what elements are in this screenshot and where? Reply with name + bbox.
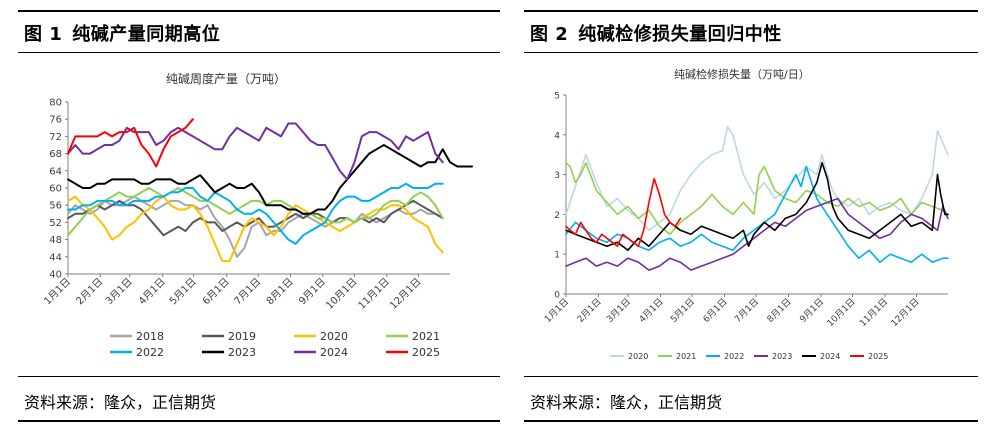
series-line-2020 bbox=[67, 195, 444, 263]
y-tick-label: 5 bbox=[554, 92, 560, 102]
x-tick-label: 9月1日 bbox=[296, 276, 328, 308]
series-line-2024 bbox=[565, 161, 949, 251]
legend-label: 2024 bbox=[820, 352, 840, 361]
legend-label: 2023 bbox=[228, 346, 256, 359]
figure-2-title: 图 2 纯碱检修损失量回归中性 bbox=[530, 20, 782, 46]
x-tick-label: 2月1日 bbox=[575, 296, 604, 325]
series-line-2022 bbox=[565, 165, 949, 263]
x-tick-label: 12月1日 bbox=[889, 296, 922, 329]
top-rule bbox=[18, 10, 500, 12]
chart-title: 纯碱检修损失量（万吨/日） bbox=[674, 68, 810, 81]
legend-label: 2021 bbox=[676, 352, 696, 361]
series-line-2021 bbox=[67, 187, 444, 237]
x-tick-label: 11月1日 bbox=[356, 276, 392, 312]
maintenance-loss-line-chart: 0 1 2 3 4 5 1月1日 2月1日 3月1日 4月1日 5月1日 6月1日 7月1日 8月1日 9月… bbox=[543, 92, 949, 361]
legend-label: 2022 bbox=[724, 352, 744, 361]
x-tick-label: 8月1日 bbox=[765, 296, 794, 325]
x-tick-label: 9月1日 bbox=[798, 296, 827, 325]
figure-number: 图 1 bbox=[24, 24, 63, 45]
y-tick-label: 80 bbox=[49, 98, 62, 109]
bottom-rule bbox=[18, 420, 500, 422]
top-rule bbox=[524, 10, 978, 12]
legend-label: 2025 bbox=[868, 352, 888, 361]
x-tick-label: 6月1日 bbox=[200, 276, 232, 308]
series-line-2023 bbox=[67, 144, 473, 215]
x-tick-label: 11月1日 bbox=[857, 296, 890, 329]
series-line-2020 bbox=[565, 125, 949, 232]
x-tick-label: 4月1日 bbox=[637, 296, 666, 325]
figure-2-panel: 图 2 纯碱检修损失量回归中性 纯碱检修损失量（万吨/日） 0 1 2 3 4 5 1月1日 2… bbox=[524, 0, 978, 436]
x-tick-label: 5月1日 bbox=[167, 276, 199, 308]
x-tick-label: 4月1日 bbox=[136, 276, 168, 308]
figure-1-title: 图 1 纯碱产量同期高位 bbox=[24, 20, 220, 46]
y-tick-label: 76 bbox=[49, 115, 62, 126]
legend-label: 2019 bbox=[228, 330, 256, 343]
source-note: 资料来源：隆众，正信期货 bbox=[24, 393, 217, 412]
x-tick-label: 1月1日 bbox=[543, 296, 572, 325]
legend-label: 2025 bbox=[412, 346, 440, 359]
legend-label: 2020 bbox=[320, 330, 348, 343]
y-tick-label: 68 bbox=[49, 149, 62, 160]
x-tick-label: 3月1日 bbox=[604, 296, 633, 325]
chart-title: 纯碱周度产量（万吨） bbox=[166, 72, 287, 86]
y-tick-label: 64 bbox=[49, 166, 62, 177]
series-line-2022 bbox=[67, 182, 444, 245]
y-tick-label: 72 bbox=[49, 132, 62, 143]
y-tick-label: 40 bbox=[49, 270, 62, 281]
x-tick-label: 6月1日 bbox=[701, 296, 730, 325]
series-line-2023 bbox=[565, 197, 949, 271]
legend-label: 2020 bbox=[628, 352, 648, 361]
x-tick-label: 7月1日 bbox=[732, 296, 761, 325]
legend-label: 2024 bbox=[320, 346, 348, 359]
y-tick-label: 3 bbox=[554, 171, 560, 181]
figure-caption: 纯碱产量同期高位 bbox=[72, 24, 221, 45]
legend-label: 2023 bbox=[772, 352, 792, 361]
legend-label: 2022 bbox=[136, 346, 164, 359]
x-tick-label: 10月1日 bbox=[323, 276, 359, 312]
y-tick-label: 44 bbox=[49, 252, 62, 263]
legend-label: 2021 bbox=[412, 330, 440, 343]
y-tick-label: 1 bbox=[554, 251, 560, 261]
y-tick-label: 4 bbox=[554, 131, 560, 141]
bottom-rule bbox=[524, 420, 978, 422]
y-tick-label: 52 bbox=[49, 218, 62, 229]
y-tick-label: 48 bbox=[49, 235, 62, 246]
x-tick-label: 12月1日 bbox=[387, 276, 423, 312]
x-tick-label: 3月1日 bbox=[103, 276, 135, 308]
figure-1-panel: 图 1 纯碱产量同期高位 纯碱周度产量（万吨） 40 44 48 52 56 60 64 68 7… bbox=[18, 0, 500, 436]
x-tick-label: 5月1日 bbox=[668, 296, 697, 325]
source-note: 资料来源：隆众，正信期货 bbox=[530, 393, 723, 412]
y-tick-label: 0 bbox=[554, 291, 560, 301]
y-tick-label: 60 bbox=[49, 184, 62, 195]
figure-caption: 纯碱检修损失量回归中性 bbox=[578, 24, 782, 45]
x-tick-label: 7月1日 bbox=[232, 276, 264, 308]
x-tick-label: 2月1日 bbox=[74, 276, 106, 308]
figure-number: 图 2 bbox=[530, 24, 569, 45]
series-line-2025 bbox=[565, 177, 682, 247]
header-rule bbox=[18, 52, 500, 53]
header-rule bbox=[524, 52, 978, 53]
y-tick-label: 56 bbox=[49, 201, 62, 212]
x-tick-label: 8月1日 bbox=[264, 276, 296, 308]
series-line-2025 bbox=[67, 118, 194, 168]
x-tick-label: 10月1日 bbox=[825, 296, 858, 329]
y-tick-label: 2 bbox=[554, 211, 560, 221]
legend-label: 2018 bbox=[136, 330, 164, 343]
series-line-2021 bbox=[565, 161, 949, 236]
source-rule bbox=[524, 376, 978, 377]
source-rule bbox=[18, 376, 500, 377]
